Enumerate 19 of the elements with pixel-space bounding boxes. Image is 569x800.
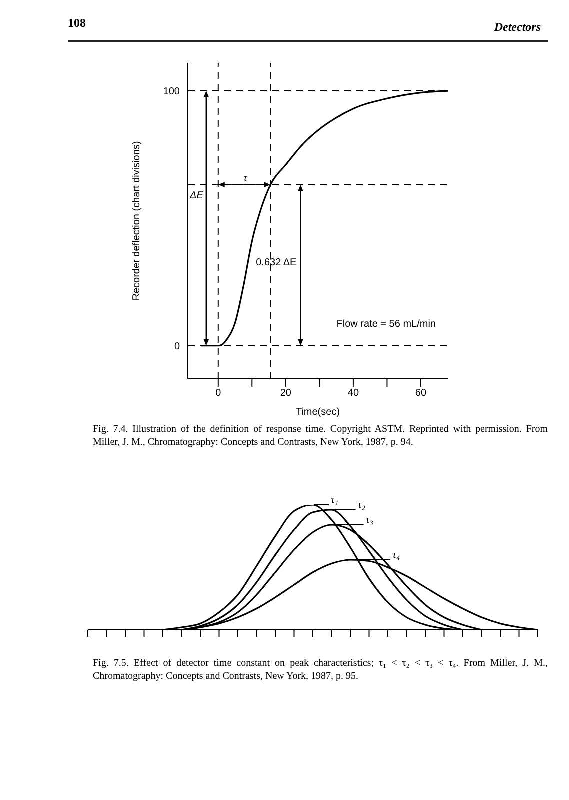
y-axis-title: Recorder deflection (chart divisions) xyxy=(132,141,143,301)
annotation: 0.632 ΔE xyxy=(256,257,298,268)
text: Detectors xyxy=(494,20,541,35)
y-tick-label: 100 xyxy=(163,86,180,98)
text: 108 xyxy=(68,16,86,31)
x-tick-label: 40 xyxy=(348,388,360,400)
legend-label: τ₂ xyxy=(358,499,366,511)
annotation: ΔE xyxy=(189,190,204,202)
x-tick-label: 0 xyxy=(216,388,222,400)
annotation: Flow rate = 56 mL/min xyxy=(336,319,436,330)
legend-label: τ₃ xyxy=(366,514,374,526)
x-tick-label: 20 xyxy=(280,388,292,400)
x-tick-label: 60 xyxy=(415,388,427,400)
legend-label: τ₁ xyxy=(331,494,339,506)
caption: Fig. 7.5. Effect of detector time constant on peak characteristics; τ₁ < τ₂ < τ₃ < τ₄. From Miller, J. M., Chromatography: Concepts and Contrasts, New York, 1987, p. 95. xyxy=(93,658,548,683)
legend-label: τ₄ xyxy=(392,549,400,561)
x-axis-title: Time(sec) xyxy=(296,407,340,418)
annotation: τ xyxy=(244,172,248,184)
caption: Fig. 7.4. Illustration of the definition of response time. Copyright ASTM. Reprinted with permission. From Miller, J. M., Chromatography: Concepts and Contrasts, New York, 1987, p. 94. xyxy=(93,424,548,449)
